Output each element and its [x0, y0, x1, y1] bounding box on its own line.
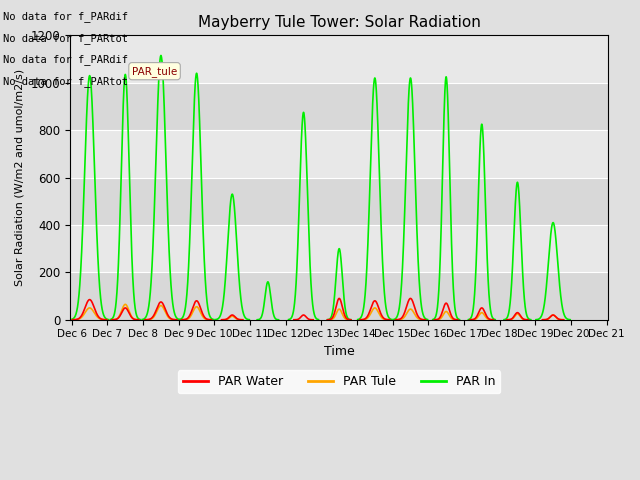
PAR Water — [103, 317, 111, 323]
Line: PAR Water: PAR Water — [72, 300, 107, 320]
PAR Water — [100, 317, 108, 323]
Bar — [70, 83, 609, 130]
Title: Mayberry Tule Tower: Solar Radiation: Mayberry Tule Tower: Solar Radiation — [198, 15, 481, 30]
Bar — [70, 178, 609, 225]
Y-axis label: Solar Radiation (W/m2 and umol/m2/s): Solar Radiation (W/m2 and umol/m2/s) — [15, 69, 25, 286]
PAR Tule — [75, 316, 83, 322]
PAR Tule — [103, 317, 111, 323]
Line: PAR Tule: PAR Tule — [72, 308, 107, 320]
PAR Tule — [78, 314, 86, 320]
X-axis label: Time: Time — [324, 345, 355, 358]
PAR Tule — [101, 317, 109, 323]
PAR In — [69, 316, 77, 322]
PAR Water — [101, 317, 109, 323]
PAR Tule — [71, 317, 79, 323]
Text: No data for f_PARtot: No data for f_PARtot — [3, 33, 128, 44]
PAR Water — [70, 317, 77, 323]
Bar — [70, 225, 609, 272]
Legend: PAR Water, PAR Tule, PAR In: PAR Water, PAR Tule, PAR In — [178, 370, 500, 393]
PAR Water — [78, 312, 86, 318]
PAR Water — [75, 316, 83, 322]
PAR Tule — [68, 317, 76, 323]
PAR Water — [86, 297, 93, 302]
Text: No data for f_PARdif: No data for f_PARdif — [3, 11, 128, 22]
PAR In — [77, 264, 84, 270]
PAR In — [74, 301, 82, 307]
Text: No data for f_PARdif: No data for f_PARdif — [3, 54, 128, 65]
PAR Water — [71, 317, 79, 323]
Bar — [70, 130, 609, 178]
Bar — [70, 272, 609, 320]
PAR Tule — [86, 305, 93, 311]
PAR In — [68, 316, 76, 322]
Text: No data for f_PARtot: No data for f_PARtot — [3, 76, 128, 87]
PAR In — [103, 316, 111, 322]
Line: PAR In: PAR In — [71, 76, 108, 320]
PAR In — [67, 317, 75, 323]
PAR Tule — [70, 317, 77, 323]
PAR In — [104, 317, 112, 323]
PAR In — [86, 73, 93, 79]
Text: PAR_tule: PAR_tule — [132, 66, 177, 77]
Bar — [70, 36, 609, 83]
PAR In — [102, 315, 109, 321]
PAR Tule — [100, 317, 108, 323]
PAR Water — [68, 317, 76, 323]
